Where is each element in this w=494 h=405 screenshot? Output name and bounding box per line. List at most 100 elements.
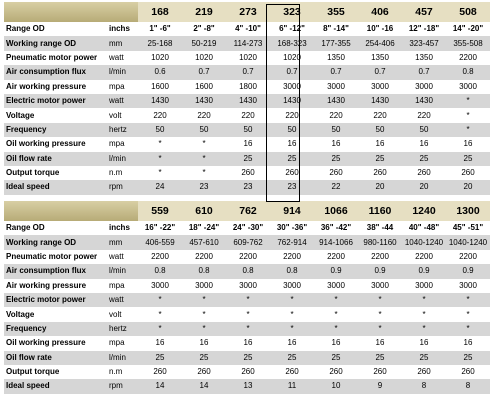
spec-value-cell: 980-1160 [358,235,402,250]
row-unit: n.m [108,364,138,380]
spec-value-cell: * [182,292,226,308]
spec-value-cell: 16 [138,336,182,351]
range-value-cell: 6" -12" [270,22,314,37]
spec-value-cell: * [402,292,446,308]
spec-row: Ideal speed rpm 14 14 13 11 10 9 8 8 [4,379,490,394]
row-label: Working range OD [4,36,108,51]
spec-value-cell: 260 [226,165,270,181]
spec-value-cell: 50 [226,122,270,138]
row-label: Electric motor power [4,292,108,308]
spec-value-cell: * [446,93,490,109]
spec-value-cell: 220 [182,108,226,123]
spec-row: Air consumption flux l/min 0.8 0.8 0.8 0.8 0.9… [4,264,490,279]
spec-value-cell: 0.7 [226,65,270,80]
spec-value-cell: 220 [314,108,358,123]
range-value-cell: 10" -16 [358,22,402,37]
spec-value-cell: 1430 [182,93,226,109]
header-bar-left [4,201,108,221]
spec-value-cell: * [358,307,402,322]
spec-value-cell: * [138,321,182,337]
spec-value-cell: 457-610 [182,235,226,250]
spec-value-cell: 609-762 [226,235,270,250]
spec-value-cell: * [446,321,490,337]
range-value-cell: 18" -24" [182,221,226,236]
spec-value-cell: 14 [182,379,226,394]
spec-value-cell: 1430 [226,93,270,109]
spec-value-cell: 355-508 [446,36,490,51]
spec-value-cell: 3000 [358,79,402,94]
range-value-cell: 16" -22" [138,221,182,236]
spec-value-cell: 2200 [226,249,270,265]
model-number-cell: 762 [226,201,270,221]
spec-value-cell: 25 [358,151,402,166]
row-label: Air working pressure [4,278,108,293]
spec-value-cell: 25 [226,151,270,166]
row-unit: l/min [108,151,138,166]
range-value-cell: 2" -8" [182,22,226,37]
spec-value-cell: 1020 [138,50,182,66]
spec-value-cell: 260 [182,364,226,380]
spec-value-cell: 22 [314,180,358,195]
range-value-cell: 1" -6" [138,22,182,37]
spec-value-cell: 50-219 [182,36,226,51]
model-number-cell: 323 [270,2,314,22]
spec-table-small-models: 168 219 273 323 355 406 457 508 Range OD inchs 1" … [4,2,490,195]
spec-value-cell: 23 [182,180,226,195]
row-unit: volt [108,307,138,322]
spec-row: Electric motor power watt * * * * * * * * [4,292,490,308]
spec-value-cell: 1020 [270,50,314,66]
spec-value-cell: * [182,307,226,322]
spec-value-cell: 25 [446,350,490,365]
spec-value-cell: 16 [226,336,270,351]
spec-value-cell: 16 [446,336,490,351]
spec-value-cell: 16 [446,137,490,152]
range-row: Range OD inchs 16" -22" 18" -24" 24" -30" 30"… [4,221,490,236]
spec-value-cell: * [182,137,226,152]
spec-value-cell: 0.8 [182,264,226,279]
row-label: Pneumatic motor power [4,249,108,265]
spec-value-cell: 2200 [182,249,226,265]
spec-value-cell: 25 [226,350,270,365]
spec-value-cell: 0.7 [402,65,446,80]
spec-row: Pneumatic motor power watt 2200 2200 2200 220… [4,249,490,265]
spec-value-cell: 1430 [314,93,358,109]
spec-value-cell: 1350 [358,50,402,66]
row-unit: mpa [108,278,138,293]
row-unit: watt [108,50,138,66]
spec-value-cell: * [358,292,402,308]
row-label: Electric motor power [4,93,108,109]
row-label: Range OD [4,221,108,236]
spec-value-cell: 2200 [270,249,314,265]
model-number-cell: 219 [182,2,226,22]
spec-value-cell: 0.8 [446,65,490,80]
spec-value-cell: 11 [270,379,314,394]
row-label: Voltage [4,307,108,322]
row-label: Ideal speed [4,180,108,195]
spec-row: Voltage volt 220 220 220 220 220 220 220 * [4,108,490,123]
range-value-cell: 12" -18" [402,22,446,37]
spec-value-cell: 260 [358,165,402,181]
spec-value-cell: * [446,122,490,138]
spec-value-cell: 260 [138,364,182,380]
spec-value-cell: 16 [270,336,314,351]
row-unit: rpm [108,379,138,394]
spec-value-cell: * [402,307,446,322]
spec-row: Frequency hertz 50 50 50 50 50 50 50 * [4,122,490,138]
spec-value-cell: 25 [314,151,358,166]
spec-value-cell: 23 [226,180,270,195]
row-unit: mpa [108,336,138,351]
model-number-cell: 1066 [314,201,358,221]
spec-value-cell: 1430 [270,93,314,109]
spec-value-cell: 25 [270,350,314,365]
row-unit: mm [108,235,138,250]
spec-value-cell: 168-323 [270,36,314,51]
spec-value-cell: 16 [314,336,358,351]
spec-value-cell: 13 [226,379,270,394]
model-number-cell: 168 [138,2,182,22]
spec-value-cell: 1600 [182,79,226,94]
spec-value-cell: 0.7 [182,65,226,80]
spec-value-cell: 3000 [182,278,226,293]
spec-value-cell: 406-559 [138,235,182,250]
spec-value-cell: 25 [138,350,182,365]
row-label: Output torque [4,364,108,380]
